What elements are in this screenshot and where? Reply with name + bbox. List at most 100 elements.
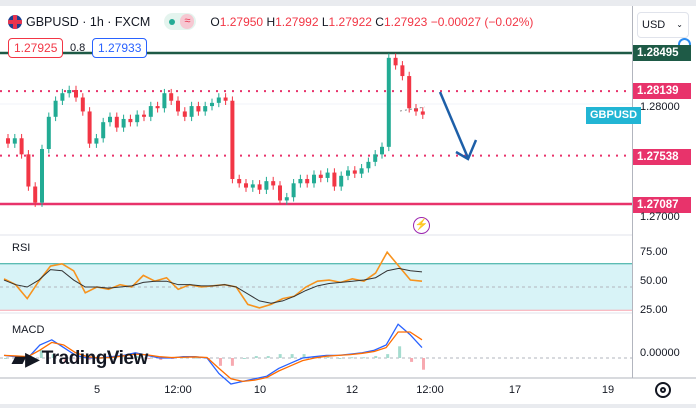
candle xyxy=(305,179,310,184)
price-axis-label: 1.27000 xyxy=(640,211,680,223)
candle xyxy=(230,100,235,180)
price-tag-resistance: 1.28495 xyxy=(633,45,691,61)
price-tag-level-3: 1.27538 xyxy=(633,149,691,165)
candle xyxy=(176,100,180,112)
macd-histogram-bar xyxy=(75,358,79,362)
candle xyxy=(216,97,221,103)
chevron-down-icon: ⌄ xyxy=(676,20,683,29)
candle xyxy=(380,146,384,155)
candle xyxy=(121,118,126,128)
buy-price-button[interactable]: 1.27933 xyxy=(92,38,148,58)
macd-histogram-bar xyxy=(362,357,366,359)
open-label: O xyxy=(210,14,220,29)
macd-histogram-bar xyxy=(278,354,282,358)
rsi-ma-line xyxy=(3,267,423,304)
macd-histogram-bar xyxy=(350,357,354,359)
macd-histogram-bar xyxy=(4,358,7,359)
candle xyxy=(291,183,296,198)
low-label: L xyxy=(321,14,329,29)
candle xyxy=(196,106,201,112)
price-tag-support: 1.27087 xyxy=(633,197,691,213)
time-label: 19 xyxy=(601,384,615,396)
candle xyxy=(46,116,51,149)
candle xyxy=(237,179,242,184)
candle xyxy=(400,65,405,77)
candle xyxy=(6,138,10,144)
candle xyxy=(87,111,92,144)
candle xyxy=(352,170,357,174)
macd-histogram-bar xyxy=(159,358,163,360)
candle xyxy=(19,138,24,155)
market-status[interactable]: ≈ xyxy=(164,13,197,30)
symbol-title[interactable]: GBPUSD · 1h · FXCM xyxy=(26,14,151,29)
candle xyxy=(298,179,303,184)
candle xyxy=(40,148,44,203)
close-value: 1.27923 xyxy=(383,14,428,29)
arrow-head-icon xyxy=(455,139,478,161)
macd-histogram-bar xyxy=(230,358,234,366)
candle xyxy=(26,154,31,187)
rsi-label[interactable]: RSI xyxy=(12,242,31,254)
macd-histogram-bar xyxy=(290,354,294,358)
candle xyxy=(312,174,316,184)
candle xyxy=(264,181,269,190)
candle xyxy=(366,161,371,169)
rsi-axis-50: 50.00 xyxy=(640,275,668,287)
candle xyxy=(162,93,167,109)
currency-select[interactable]: USD ⌄ xyxy=(637,12,689,38)
macd-histogram-bar xyxy=(326,356,330,358)
macd-histogram-bar xyxy=(386,354,390,358)
sell-price-button[interactable]: 1.27925 xyxy=(8,38,64,58)
macd-histogram-bar xyxy=(410,358,414,362)
tradingview-logo[interactable]: ▰▶ TradingView xyxy=(12,348,148,370)
candle xyxy=(148,106,153,117)
candle xyxy=(359,168,364,174)
candle xyxy=(332,172,337,187)
macd-label[interactable]: MACD xyxy=(12,324,45,336)
candle xyxy=(210,102,214,107)
candle xyxy=(318,174,323,178)
candle xyxy=(182,111,187,117)
time-label: 12:00 xyxy=(164,384,192,396)
macd-axis-zero: 0.00000 xyxy=(640,347,680,359)
macd-histogram-bar xyxy=(338,358,342,359)
gbp-flag-icon xyxy=(8,14,22,29)
macd-histogram-bar xyxy=(254,356,258,358)
candle xyxy=(101,122,106,139)
macd-histogram-bar xyxy=(398,346,402,358)
macd-histogram-bar xyxy=(195,357,199,359)
time-label: 12 xyxy=(345,384,359,396)
spread-value: 0.8 xyxy=(70,42,86,54)
candle xyxy=(223,97,228,101)
candle xyxy=(142,114,146,117)
candle xyxy=(135,114,140,123)
macd-histogram-bar xyxy=(147,358,151,359)
time-label: 17 xyxy=(508,384,522,396)
candle xyxy=(189,106,194,117)
candle xyxy=(94,138,99,144)
rsi-band xyxy=(0,263,632,311)
candle xyxy=(203,106,208,112)
candle xyxy=(155,106,160,109)
candle xyxy=(339,175,344,187)
candle xyxy=(278,185,282,201)
rsi-axis-25: 25.00 xyxy=(640,304,668,316)
candle xyxy=(33,186,38,203)
change-value: −0.00027 (−0.02%) xyxy=(430,14,534,29)
macd-histogram-bar xyxy=(63,358,67,362)
candle xyxy=(12,138,17,144)
candle xyxy=(169,93,174,101)
projection-line xyxy=(399,106,426,112)
macd-histogram-bar xyxy=(51,354,55,358)
macd-histogram-bar xyxy=(218,358,222,366)
macd-histogram-bar xyxy=(266,356,270,358)
lightning-event-icon[interactable]: ⚡ xyxy=(413,217,430,234)
macd-histogram-bar xyxy=(242,358,246,359)
wave-icon: ≈ xyxy=(180,14,195,29)
time-label: 5 xyxy=(93,384,101,396)
signal-line xyxy=(3,331,423,383)
chart-canvas[interactable] xyxy=(0,6,696,404)
settings-gear-icon[interactable] xyxy=(655,382,671,398)
macd-histogram-bar xyxy=(15,358,19,360)
low-value: 1.27922 xyxy=(328,14,372,29)
